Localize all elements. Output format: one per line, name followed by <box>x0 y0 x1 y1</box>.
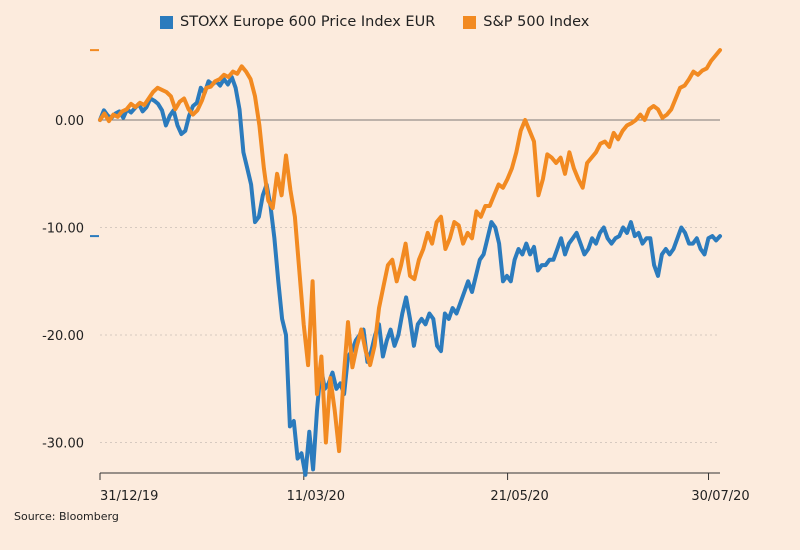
end-markers <box>90 49 99 238</box>
legend: STOXX Europe 600 Price Index EUR S&P 500… <box>160 14 589 30</box>
y-tick-label: -30.00 <box>42 437 84 452</box>
series-lines <box>98 48 722 477</box>
legend-item-stoxx: STOXX Europe 600 Price Index EUR <box>160 14 435 30</box>
x-tick-label: 31/12/19 <box>100 489 158 504</box>
x-tick-label: 21/05/20 <box>490 489 548 504</box>
x-tick-label: 11/03/20 <box>287 489 345 504</box>
gridlines <box>100 119 720 443</box>
sp500-series-line <box>98 48 722 454</box>
y-axis: 0.00 -10.00 -20.00 -30.00 <box>42 114 84 452</box>
legend-swatch-sp500 <box>463 15 477 29</box>
y-tick-label: 0.00 <box>55 114 84 129</box>
legend-label-sp500: S&P 500 Index <box>483 14 590 30</box>
legend-label-stoxx: STOXX Europe 600 Price Index EUR <box>180 14 436 30</box>
source-note: Source: Bloomberg <box>14 510 119 523</box>
y-tick-label: -10.00 <box>42 222 84 237</box>
x-tick-label: 30/07/20 <box>691 489 749 504</box>
legend-item-sp500: S&P 500 Index <box>463 14 589 30</box>
legend-swatch-stoxx <box>160 15 173 29</box>
y-tick-label: -20.00 <box>42 329 84 344</box>
x-axis: 31/12/19 11/03/20 21/05/20 30/07/20 <box>99 472 750 504</box>
